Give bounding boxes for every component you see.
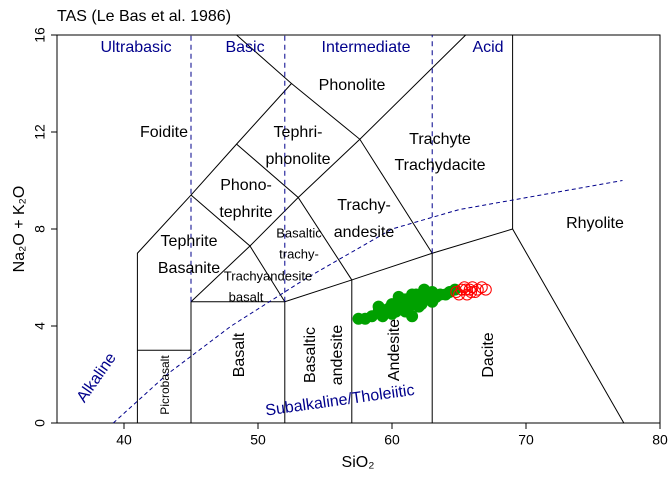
field-label: Trachyandesite (224, 268, 312, 283)
field-label: Acid (472, 39, 503, 56)
field-label: andesite (334, 224, 395, 241)
sample-point (386, 307, 398, 320)
field-label: Alkaline (74, 350, 120, 406)
x-axis-label: SiO₂ (342, 454, 375, 471)
y-axis-label: Na₂O + K₂O (11, 186, 28, 273)
field-label: andesite (329, 325, 346, 386)
field-label: phonolite (266, 151, 331, 168)
sample-point (459, 283, 472, 296)
sample-point (465, 286, 478, 299)
x-tick-label: 50 (250, 432, 266, 448)
field-label: Phonolite (319, 77, 386, 94)
field-label: Basanite (158, 260, 220, 277)
sample-point (412, 300, 425, 313)
x-tick-label: 40 (116, 432, 132, 448)
sample-point (479, 283, 492, 296)
x-tick-label: 70 (518, 432, 534, 448)
field-label: Rhyolite (566, 215, 624, 232)
field-label: Dacite (480, 332, 497, 377)
field-label: Tephrite (161, 233, 218, 250)
chart-title: TAS (Le Bas et al. 1986) (57, 8, 231, 25)
field-label: Basalt (231, 332, 248, 377)
alkaline-line (112, 180, 623, 424)
field-label: basalt (229, 289, 264, 304)
field-label: Foidite (140, 124, 188, 141)
x-tick-label: 60 (384, 432, 400, 448)
sample-point (372, 300, 385, 313)
field-label: Andesite (386, 319, 403, 381)
sample-point (418, 283, 431, 296)
field-boundary (291, 83, 433, 254)
field-label: tephrite (219, 204, 272, 221)
sample-point (458, 281, 471, 294)
field-label: Phono- (220, 177, 272, 194)
y-tick-label: 0 (32, 419, 48, 427)
field-label: Trachy- (337, 197, 391, 214)
sample-point (392, 290, 405, 303)
field-label: Basaltic (276, 225, 322, 240)
field-label: Trachydacite (395, 157, 486, 174)
field-label: Picrobasalt (158, 355, 172, 415)
field-label: Trachyte (409, 131, 471, 148)
field-label: Intermediate (322, 39, 411, 56)
y-tick-label: 4 (32, 322, 48, 330)
field-boundary (136, 34, 293, 423)
x-tick-label: 80 (652, 432, 668, 448)
sample-point (426, 295, 439, 308)
sample-point (406, 310, 419, 323)
y-tick-label: 16 (32, 27, 48, 43)
field-label: trachy- (279, 246, 319, 261)
field-label: Tephri- (274, 124, 323, 141)
field-boundary (190, 194, 286, 303)
sample-point (463, 283, 476, 296)
field-label: Subalkaline/Tholeiitic (264, 382, 415, 420)
field-boundary (236, 143, 353, 281)
field-label: Basic (225, 39, 264, 56)
field-label: Basaltic (302, 327, 319, 383)
y-tick-label: 8 (32, 225, 48, 233)
y-tick-label: 12 (32, 124, 48, 140)
field-label: Ultrabasic (100, 39, 171, 56)
